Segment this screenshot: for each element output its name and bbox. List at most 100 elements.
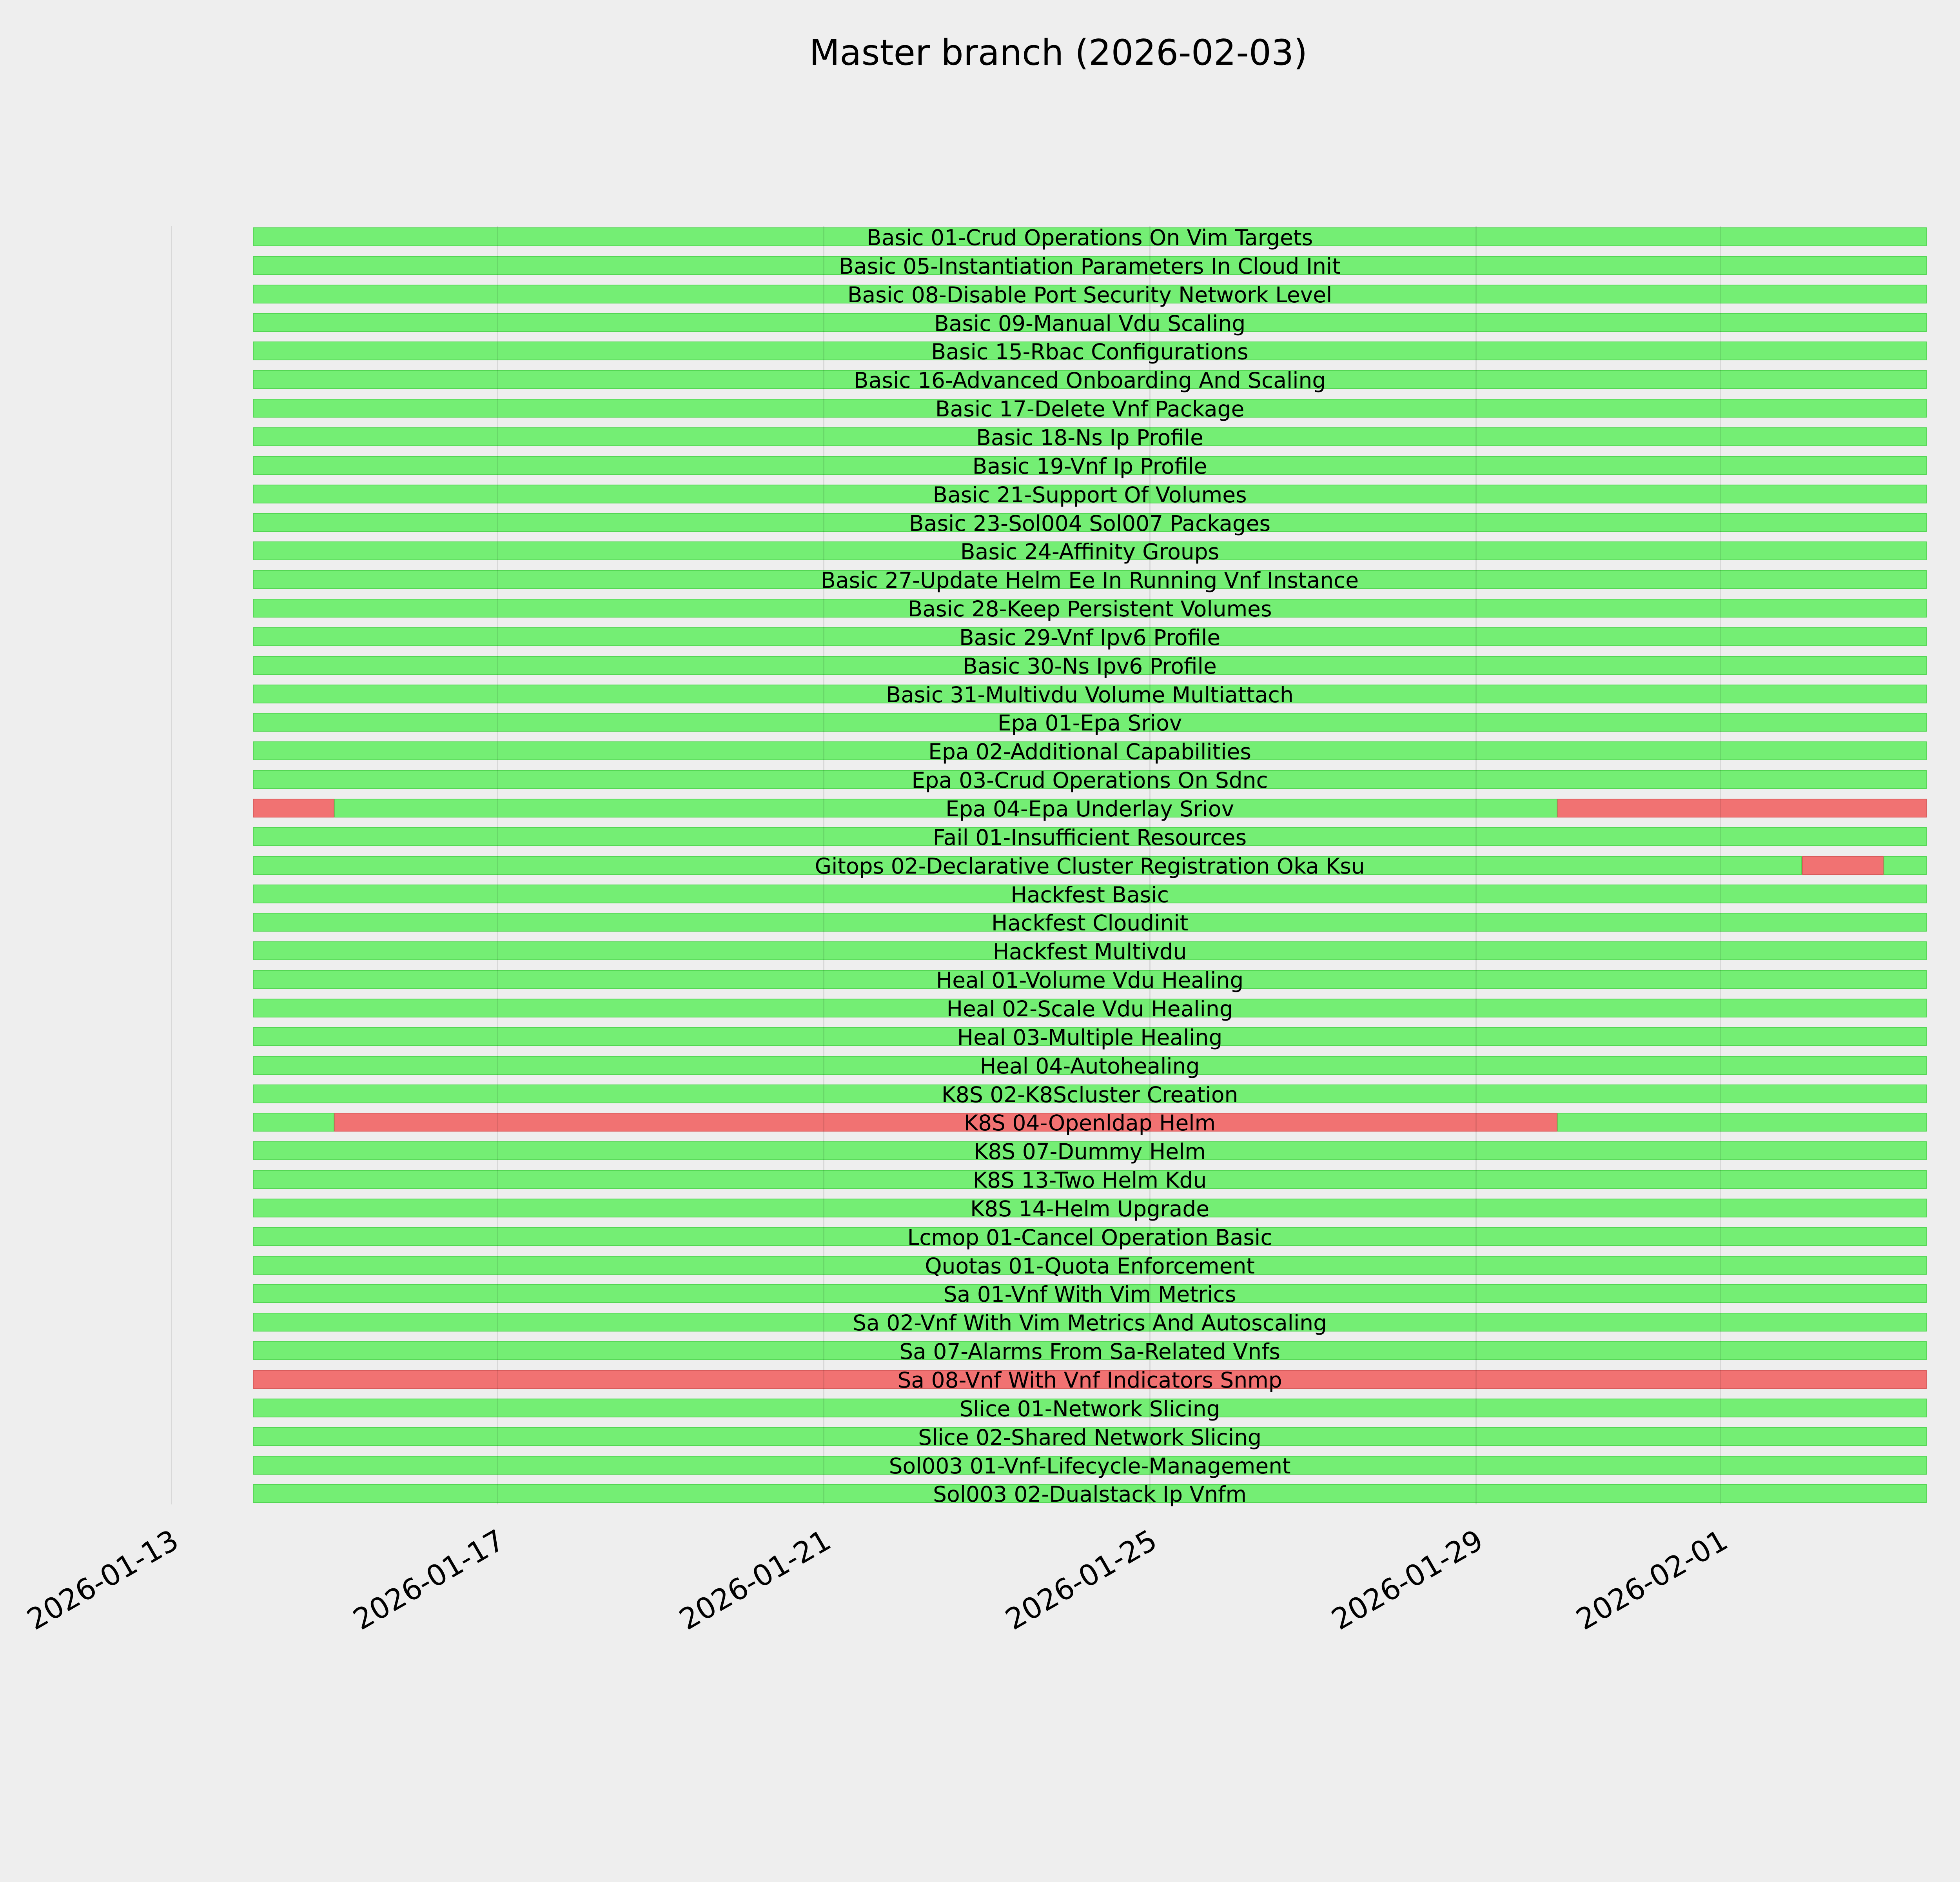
row-label: Basic 05-Instantiation Parameters In Clo… (839, 253, 1341, 279)
gantt-bar-segment (253, 1255, 1927, 1275)
gantt-bar-segment (253, 827, 1927, 846)
row-label: K8S 07-Dummy Helm (974, 1139, 1206, 1164)
gantt-bar-segment (253, 427, 1927, 446)
gantt-bar-segment (253, 370, 1927, 389)
row-label: Gitops 02-Declarative Cluster Registrati… (815, 853, 1365, 879)
gantt-bar-segment (253, 770, 1927, 789)
gantt-bar-segment (253, 627, 1927, 646)
row-label: Sa 08-Vnf With Vnf Indicators Snmp (897, 1368, 1282, 1393)
row-label: Sa 02-Vnf With Vim Metrics And Autoscali… (853, 1310, 1327, 1336)
row-label: Epa 03-Crud Operations On Sdnc (911, 768, 1268, 793)
gantt-bar-segment (253, 998, 1927, 1017)
gantt-bar-segment (253, 456, 1927, 475)
gantt-bar-segment (253, 484, 1927, 503)
gantt-bar-segment (253, 1227, 1927, 1246)
gantt-bar-segment (253, 1284, 1927, 1303)
gantt-bar-segment (253, 399, 1927, 418)
row-label: Lcmop 01-Cancel Operation Basic (907, 1224, 1272, 1250)
gantt-bar-segment (253, 741, 1927, 761)
x-tick-label: 2026-01-17 (347, 1523, 510, 1637)
x-tick-label: 2026-01-13 (21, 1523, 184, 1637)
row-label: K8S 13-Two Helm Kdu (973, 1168, 1207, 1193)
row-label: Basic 23-Sol004 Sol007 Packages (909, 510, 1271, 536)
row-label: Sol003 02-Dualstack Ip Vnfm (933, 1482, 1247, 1507)
row-label: Basic 08-Disable Port Security Network L… (847, 282, 1332, 307)
gridline (1720, 226, 1721, 1505)
gantt-bar-segment (253, 656, 1927, 675)
row-label: Basic 27-Update Helm Ee In Running Vnf I… (821, 568, 1359, 593)
row-label: Epa 01-Epa Sriov (997, 710, 1182, 736)
gantt-bar-segment (253, 570, 1927, 589)
gantt-bar-segment (253, 313, 1927, 332)
row-label: K8S 02-K8Scluster Creation (941, 1082, 1238, 1107)
row-label: Basic 15-Rbac Configurations (931, 339, 1249, 365)
row-label: Heal 04-Autohealing (980, 1053, 1200, 1079)
row-label: Basic 19-Vnf Ip Profile (972, 453, 1207, 479)
gantt-bar-segment (253, 713, 1927, 732)
row-label: Sol003 01-Vnf-Lifecycle-Management (889, 1453, 1291, 1479)
gantt-bar-segment (253, 513, 1927, 532)
row-label: Basic 09-Manual Vdu Scaling (934, 311, 1246, 336)
gantt-bar-segment (253, 541, 1927, 561)
gantt-bar-segment (253, 1313, 1927, 1332)
row-label: Quotas 01-Quota Enforcement (925, 1253, 1255, 1279)
gantt-bar-segment (253, 284, 1927, 303)
row-label: Basic 31-Multivdu Volume Multiattach (886, 682, 1294, 707)
x-tick-label: 2026-01-21 (673, 1523, 837, 1637)
gantt-bar-segment (253, 913, 1927, 932)
row-label: Slice 02-Shared Network Slicing (918, 1424, 1262, 1450)
gantt-bar-segment (334, 1113, 1557, 1132)
gantt-bar-segment (253, 1398, 1927, 1417)
x-tick-label: 2026-01-29 (1326, 1523, 1489, 1637)
gantt-bar-segment (253, 1198, 1927, 1217)
gantt-bar-segment (1884, 856, 1927, 875)
gridline (823, 226, 824, 1505)
row-label: Basic 01-Crud Operations On Vim Targets (866, 225, 1313, 250)
row-label: K8S 14-Helm Upgrade (970, 1196, 1210, 1221)
gantt-bar-segment (253, 1084, 1927, 1103)
row-label: Epa 04-Epa Underlay Sriov (946, 796, 1234, 821)
row-label: Heal 03-Multiple Healing (957, 1025, 1223, 1050)
row-label: Sa 07-Alarms From Sa-Related Vnfs (899, 1339, 1280, 1364)
gantt-bar-segment (253, 1055, 1927, 1075)
gantt-bar-segment (1802, 856, 1884, 875)
row-label: Basic 17-Delete Vnf Package (935, 396, 1245, 422)
gantt-bar-segment (253, 1484, 1927, 1503)
gridline (171, 226, 172, 1505)
gantt-bar-segment (253, 884, 1927, 903)
gantt-bar-segment (334, 799, 1557, 817)
row-label: Basic 30-Ns Ipv6 Profile (963, 653, 1217, 679)
row-label: Basic 21-Support Of Volumes (933, 482, 1247, 507)
row-label: Hackfest Multivdu (993, 939, 1187, 965)
row-label: Basic 28-Keep Persistent Volumes (907, 596, 1272, 622)
gantt-bar-segment (1557, 1113, 1927, 1132)
row-label: Basic 18-Ns Ip Profile (976, 425, 1204, 450)
gantt-bar-segment (253, 1170, 1927, 1189)
x-tick-label: 2026-01-25 (1000, 1523, 1163, 1637)
gantt-bar-segment (253, 856, 1802, 875)
row-label: Fail 01-Insufficient Resources (933, 825, 1247, 850)
gantt-bar-segment (253, 970, 1927, 989)
gantt-bar-segment (1557, 799, 1927, 817)
gantt-bar-segment (253, 1141, 1927, 1161)
gantt-bar-segment (253, 256, 1927, 275)
gantt-bar-segment (253, 684, 1927, 703)
gantt-bar-segment (253, 1113, 334, 1132)
gridline (1149, 226, 1151, 1505)
row-label: Basic 24-Affinity Groups (960, 539, 1220, 565)
gantt-bar-segment (253, 1370, 1927, 1389)
gantt-bar-segment (253, 599, 1927, 618)
gantt-bar-segment (253, 227, 1927, 246)
gantt-bar-segment (253, 1027, 1927, 1046)
gantt-bar-segment (253, 941, 1927, 961)
gridline (497, 226, 498, 1505)
gantt-bar-segment (253, 799, 334, 817)
row-label: Slice 01-Network Slicing (959, 1396, 1220, 1421)
row-label: Hackfest Basic (1011, 882, 1169, 907)
row-label: Basic 29-Vnf Ipv6 Profile (959, 625, 1221, 650)
gridline (1475, 226, 1477, 1505)
row-label: Heal 01-Volume Vdu Healing (936, 968, 1244, 993)
chart-title: Master branch (2026-02-03) (809, 32, 1308, 73)
row-label: K8S 04-Openldap Helm (964, 1110, 1216, 1136)
